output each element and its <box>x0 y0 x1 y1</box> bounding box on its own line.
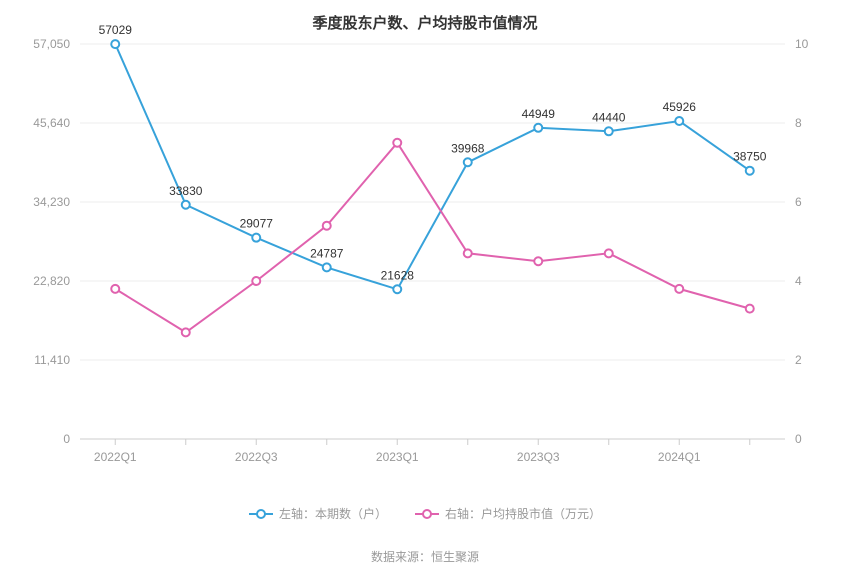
series-point-left <box>182 201 190 209</box>
data-label-left: 44949 <box>522 107 556 121</box>
y-left-tick-label: 0 <box>63 432 70 446</box>
y-right-tick-label: 10 <box>795 37 809 51</box>
series-point-right <box>675 285 683 293</box>
series-point-right <box>393 139 401 147</box>
series-point-left <box>111 40 119 48</box>
data-label-left: 44440 <box>592 110 626 124</box>
data-label-left: 45926 <box>663 100 697 114</box>
legend: 左轴：本期数（户） 右轴：户均持股市值（万元） <box>0 505 850 523</box>
legend-item[interactable]: 左轴：本期数（户） <box>249 505 387 522</box>
y-left-tick-label: 34,230 <box>33 195 70 209</box>
series-line-right <box>115 143 750 333</box>
legend-swatch-icon <box>415 508 439 520</box>
x-tick-label: 2023Q1 <box>376 450 419 464</box>
data-label-left: 38750 <box>733 150 767 164</box>
legend-label: 左轴：本期数（户） <box>279 505 387 522</box>
series-point-left <box>746 167 754 175</box>
x-tick-label: 2022Q1 <box>94 450 137 464</box>
legend-label: 右轴：户均持股市值（万元） <box>445 505 601 522</box>
series-point-right <box>464 249 472 257</box>
series-point-right <box>323 222 331 230</box>
series-point-right <box>534 257 542 265</box>
data-label-left: 39968 <box>451 141 485 155</box>
y-right-tick-label: 6 <box>795 195 802 209</box>
y-left-tick-label: 57,050 <box>33 37 70 51</box>
series-point-right <box>111 285 119 293</box>
legend-item[interactable]: 右轴：户均持股市值（万元） <box>415 505 601 522</box>
data-label-left: 24787 <box>310 246 344 260</box>
series-point-left <box>534 124 542 132</box>
series-point-right <box>182 328 190 336</box>
plot-area: 011,41022,82034,23045,64057,050024681020… <box>80 44 785 439</box>
data-label-left: 21628 <box>381 268 415 282</box>
chart-svg: 011,41022,82034,23045,64057,050024681020… <box>80 44 785 479</box>
series-point-left <box>675 117 683 125</box>
y-left-tick-label: 11,410 <box>34 353 70 367</box>
series-point-left <box>464 158 472 166</box>
y-right-tick-label: 4 <box>795 274 802 288</box>
series-point-right <box>605 249 613 257</box>
y-left-tick-label: 22,820 <box>33 274 70 288</box>
x-tick-label: 2023Q3 <box>517 450 560 464</box>
data-source: 数据来源：恒生聚源 <box>0 548 850 565</box>
y-left-tick-label: 45,640 <box>33 116 70 130</box>
series-point-right <box>252 277 260 285</box>
series-point-left <box>252 234 260 242</box>
x-tick-label: 2022Q3 <box>235 450 278 464</box>
series-point-left <box>393 285 401 293</box>
data-label-left: 57029 <box>99 23 133 37</box>
y-right-tick-label: 2 <box>795 353 802 367</box>
series-point-left <box>323 263 331 271</box>
series-point-left <box>605 127 613 135</box>
y-right-tick-label: 0 <box>795 432 802 446</box>
data-label-left: 29077 <box>240 217 274 231</box>
data-label-left: 33830 <box>169 184 203 198</box>
legend-swatch-icon <box>249 508 273 520</box>
x-tick-label: 2024Q1 <box>658 450 701 464</box>
chart-container: 季度股东户数、户均持股市值情况 011,41022,82034,23045,64… <box>0 0 850 575</box>
y-right-tick-label: 8 <box>795 116 802 130</box>
series-line-left <box>115 44 750 289</box>
series-point-right <box>746 305 754 313</box>
